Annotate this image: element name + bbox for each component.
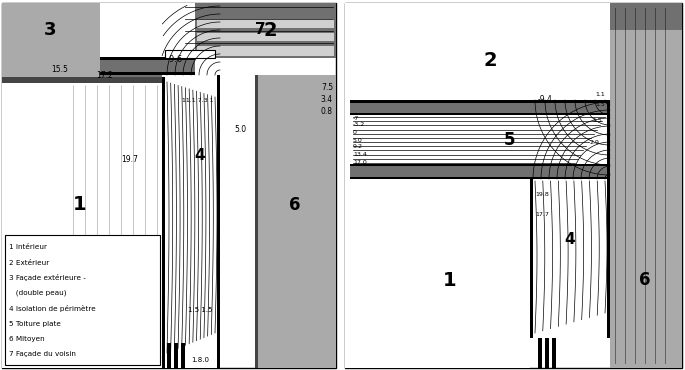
Text: 3: 3: [44, 21, 56, 39]
Bar: [350, 165, 610, 177]
Bar: [538, 338, 542, 368]
Text: 11.1 7.3 1: 11.1 7.3 1: [182, 98, 214, 102]
Bar: [350, 103, 610, 115]
Bar: [350, 113, 610, 115]
Bar: [165, 50, 215, 58]
Text: -9.6: -9.6: [167, 56, 183, 64]
Bar: [197, 46, 334, 56]
Text: 5.0: 5.0: [353, 138, 363, 142]
Text: 4: 4: [564, 232, 575, 248]
Bar: [162, 77, 220, 368]
Bar: [350, 177, 610, 179]
Text: 1: 1: [443, 270, 457, 289]
Text: 4: 4: [195, 148, 206, 162]
Bar: [255, 75, 258, 368]
Bar: [197, 33, 334, 41]
Text: 9.2: 9.2: [353, 145, 363, 149]
Text: 1.5: 1.5: [592, 118, 601, 122]
Text: 2 Extérieur: 2 Extérieur: [9, 259, 49, 266]
Bar: [100, 72, 195, 75]
Bar: [5, 235, 160, 365]
Bar: [2, 3, 100, 80]
Text: 0: 0: [353, 130, 357, 135]
Bar: [181, 343, 185, 368]
Text: 1.1: 1.1: [595, 92, 605, 98]
Text: 15.5: 15.5: [51, 65, 68, 74]
Text: 7: 7: [255, 23, 265, 37]
Bar: [197, 19, 334, 28]
Text: 19.8: 19.8: [535, 192, 549, 196]
Text: 1: 1: [73, 195, 87, 215]
Text: 5.0: 5.0: [234, 125, 246, 135]
Bar: [162, 77, 165, 368]
Bar: [350, 115, 610, 165]
Text: 0.8: 0.8: [321, 108, 333, 117]
Bar: [530, 179, 533, 338]
Text: -7: -7: [353, 115, 359, 121]
Bar: [217, 75, 220, 368]
Bar: [2, 77, 162, 83]
Text: 2: 2: [483, 50, 497, 70]
Text: 17.2: 17.2: [97, 71, 114, 80]
Text: 7 Façade du voisin: 7 Façade du voisin: [9, 351, 76, 357]
Text: 3.4: 3.4: [321, 95, 333, 104]
Text: 17.7: 17.7: [535, 212, 549, 216]
Bar: [2, 3, 336, 368]
Text: (double peau): (double peau): [9, 290, 66, 296]
Bar: [100, 3, 336, 58]
Text: 6 Mitoyen: 6 Mitoyen: [9, 336, 45, 342]
Text: 5 Toiture plate: 5 Toiture plate: [9, 321, 61, 327]
Text: 7.5: 7.5: [321, 84, 333, 92]
Bar: [345, 3, 682, 368]
Text: 6: 6: [639, 271, 651, 289]
Text: -9.4: -9.4: [538, 95, 552, 104]
Text: 2.9: 2.9: [590, 139, 600, 145]
Bar: [100, 57, 195, 60]
Bar: [167, 343, 171, 368]
Text: 4 Isolation de périmètre: 4 Isolation de périmètre: [9, 305, 96, 312]
Bar: [552, 338, 556, 368]
Text: 1.5: 1.5: [595, 102, 605, 108]
Bar: [2, 80, 162, 368]
Bar: [607, 101, 610, 338]
Bar: [195, 3, 336, 58]
Bar: [350, 100, 610, 103]
Bar: [610, 3, 682, 368]
Text: -3.2: -3.2: [353, 122, 365, 128]
Bar: [174, 343, 178, 368]
Bar: [350, 164, 610, 166]
Bar: [255, 75, 336, 368]
Bar: [345, 3, 610, 185]
Text: 1.8.0: 1.8.0: [191, 357, 209, 363]
Text: 13.4: 13.4: [353, 151, 367, 157]
Text: 1.5 1.5: 1.5 1.5: [188, 307, 212, 313]
Bar: [530, 179, 610, 338]
Text: 1 Intérieur: 1 Intérieur: [9, 244, 47, 250]
Text: 5: 5: [504, 131, 516, 149]
Text: 17.0: 17.0: [353, 159, 366, 165]
Text: 6: 6: [289, 196, 301, 214]
Bar: [100, 58, 195, 75]
Bar: [545, 338, 549, 368]
Text: 2: 2: [263, 20, 277, 40]
Bar: [165, 50, 215, 58]
Text: 3 Façade extérieure -: 3 Façade extérieure -: [9, 274, 86, 281]
Text: 19.7: 19.7: [121, 155, 138, 165]
Bar: [610, 3, 682, 30]
Bar: [345, 185, 530, 368]
Bar: [100, 75, 162, 80]
